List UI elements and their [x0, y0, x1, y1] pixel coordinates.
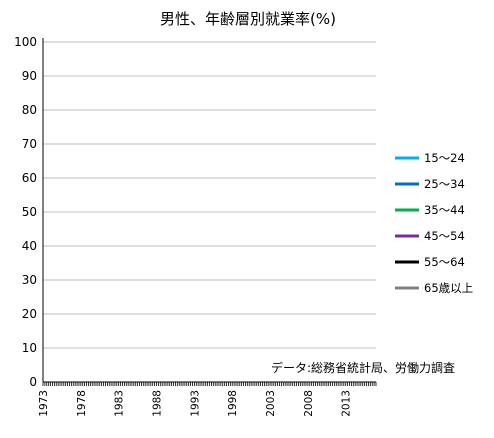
grid [43, 41, 376, 349]
x-tick-label: 1983 [114, 390, 126, 417]
y-tick-label: 90 [22, 69, 37, 83]
legend-label: 45～54 [424, 229, 465, 243]
x-tick-label: 2003 [265, 390, 277, 417]
x-tick-label: 1973 [38, 390, 50, 417]
y-tick-label: 60 [22, 171, 37, 185]
x-axis: 1973 1978 1983 1988 1993 1998 2003 2008 2013 [38, 38, 377, 417]
y-tick-label: 30 [22, 273, 37, 287]
legend-label: 55～64 [424, 255, 465, 269]
y-tick-label: 50 [22, 205, 37, 219]
y-tick-label: 0 [29, 375, 37, 389]
y-tick-label: 100 [14, 35, 37, 49]
y-tick-label: 40 [22, 239, 37, 253]
y-axis-ticks: 0 10 20 30 40 50 60 70 80 90 100 [14, 35, 37, 389]
legend-label: 25～34 [424, 177, 465, 191]
y-tick-label: 20 [22, 307, 37, 321]
source-note: データ:総務省統計局、労働力調査 [271, 360, 455, 375]
x-tick-label: 1988 [152, 390, 164, 417]
x-tick-label: 1993 [189, 390, 201, 417]
y-tick-label: 70 [22, 137, 37, 151]
y-tick-label: 80 [22, 103, 37, 117]
x-tick-label: 1978 [76, 390, 88, 417]
x-tick-label: 1998 [227, 390, 239, 417]
legend: 15～24 25～34 35～44 45～54 55～64 65歳以上 [395, 151, 473, 295]
x-tick-label: 2013 [341, 390, 353, 417]
legend-label: 65歳以上 [424, 281, 473, 295]
legend-label: 35～44 [424, 203, 465, 217]
y-tick-label: 10 [22, 341, 37, 355]
legend-label: 15～24 [424, 151, 465, 165]
x-tick-label: 2008 [303, 390, 315, 417]
chart-title: 男性、年齢層別就業率(%) [160, 10, 336, 28]
